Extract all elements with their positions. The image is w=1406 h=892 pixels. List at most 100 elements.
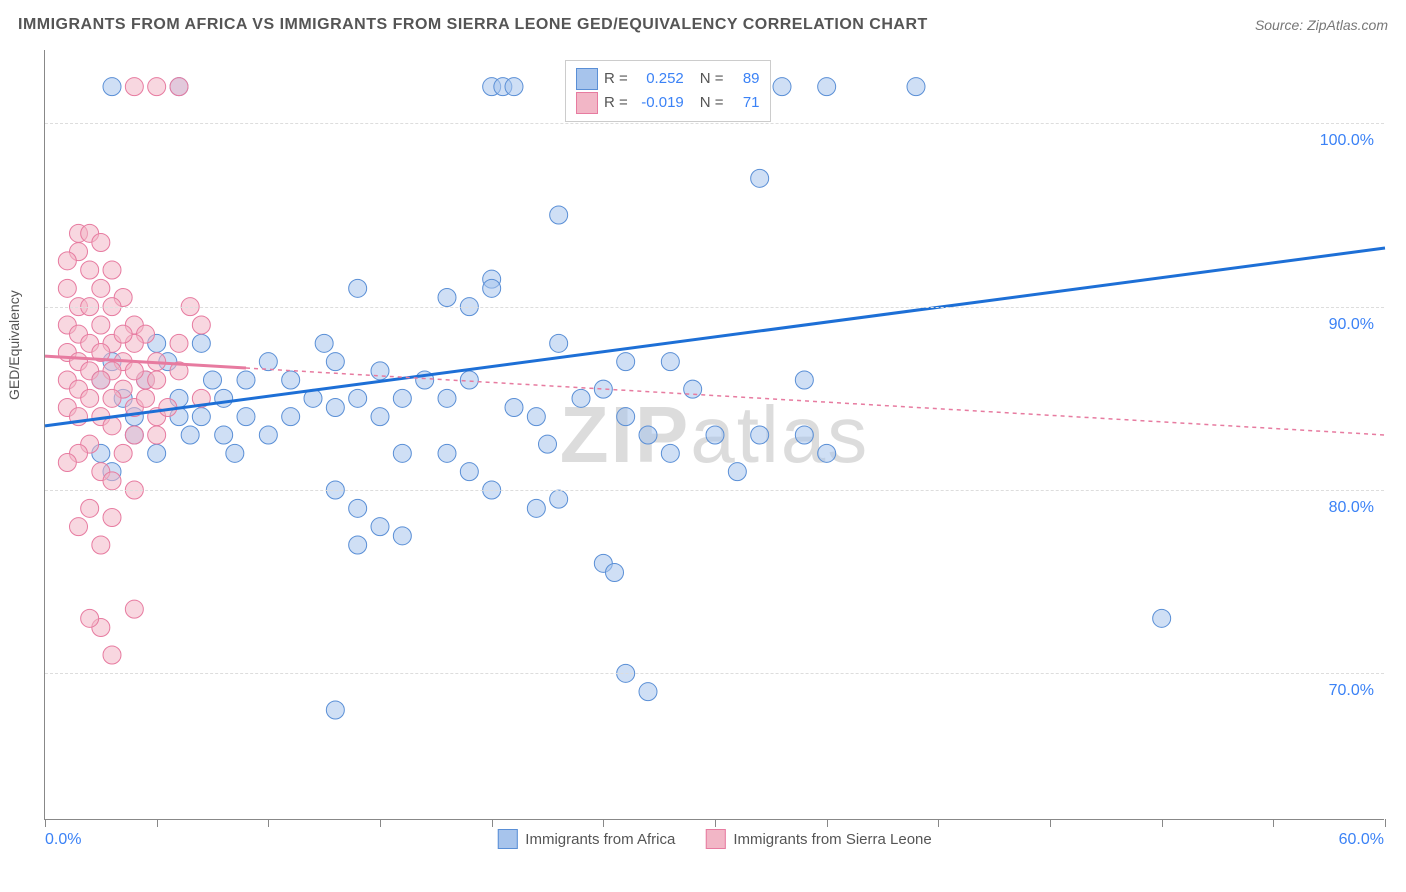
data-point [371, 518, 389, 536]
data-point [114, 325, 132, 343]
data-point [103, 389, 121, 407]
x-tick [938, 819, 939, 827]
data-point [125, 600, 143, 618]
data-point [795, 371, 813, 389]
x-tick [827, 819, 828, 827]
data-point [460, 371, 478, 389]
data-point [606, 564, 624, 582]
legend-r-value: 0.252 [634, 67, 684, 91]
x-tick [45, 819, 46, 827]
data-point [438, 389, 456, 407]
data-point [349, 536, 367, 554]
gridline [45, 673, 1384, 674]
data-point [438, 289, 456, 307]
data-point [393, 389, 411, 407]
data-point [125, 362, 143, 380]
data-point [192, 334, 210, 352]
data-point [282, 371, 300, 389]
y-axis-label: GED/Equivalency [6, 290, 22, 400]
plot-area: ZIPatlas R =0.252N =89R =-0.019N =71 Imm… [44, 50, 1384, 820]
y-tick-label: 80.0% [1329, 499, 1374, 517]
data-point [751, 169, 769, 187]
x-tick [603, 819, 604, 827]
x-tick [1050, 819, 1051, 827]
data-point [907, 78, 925, 96]
gridline [45, 490, 1384, 491]
legend-swatch [576, 68, 598, 90]
data-point [148, 444, 166, 462]
legend-n-label: N = [700, 91, 724, 115]
data-point [215, 389, 233, 407]
data-point [125, 426, 143, 444]
data-point [818, 444, 836, 462]
data-point [706, 426, 724, 444]
data-point [326, 701, 344, 719]
data-point [170, 334, 188, 352]
legend-row: R =0.252N =89 [576, 67, 760, 91]
data-point [103, 417, 121, 435]
legend-n-label: N = [700, 67, 724, 91]
legend-swatch [497, 829, 517, 849]
data-point [505, 399, 523, 417]
legend-n-value: 89 [730, 67, 760, 91]
data-point [282, 408, 300, 426]
data-point [92, 234, 110, 252]
data-point [349, 499, 367, 517]
gridline [45, 307, 1384, 308]
x-tick [1273, 819, 1274, 827]
data-point [148, 371, 166, 389]
data-point [103, 646, 121, 664]
x-tick [157, 819, 158, 827]
data-point [751, 426, 769, 444]
legend-swatch [705, 829, 725, 849]
data-point [81, 499, 99, 517]
data-point [728, 463, 746, 481]
data-point [393, 527, 411, 545]
data-point [527, 499, 545, 517]
data-point [326, 399, 344, 417]
data-point [58, 454, 76, 472]
data-point [192, 316, 210, 334]
data-point [114, 444, 132, 462]
chart-svg [45, 50, 1385, 820]
data-point [215, 426, 233, 444]
x-tick [1385, 819, 1386, 827]
trend-line [45, 248, 1385, 426]
data-point [818, 78, 836, 96]
y-tick-label: 70.0% [1329, 682, 1374, 700]
gridline [45, 123, 1384, 124]
data-point [684, 380, 702, 398]
data-point [137, 389, 155, 407]
data-point [92, 371, 110, 389]
legend-r-value: -0.019 [634, 91, 684, 115]
data-point [315, 334, 333, 352]
data-point [795, 426, 813, 444]
x-tick [715, 819, 716, 827]
data-point [639, 683, 657, 701]
data-point [81, 389, 99, 407]
data-point [92, 279, 110, 297]
data-point [58, 279, 76, 297]
series-legend: Immigrants from AfricaImmigrants from Si… [497, 829, 931, 849]
trend-line [246, 368, 1385, 435]
data-point [103, 261, 121, 279]
data-point [639, 426, 657, 444]
data-point [259, 353, 277, 371]
data-point [192, 408, 210, 426]
y-tick-label: 90.0% [1329, 316, 1374, 334]
data-point [58, 252, 76, 270]
data-point [148, 426, 166, 444]
x-tick [268, 819, 269, 827]
data-point [326, 353, 344, 371]
data-point [661, 444, 679, 462]
data-point [92, 536, 110, 554]
data-point [539, 435, 557, 453]
data-point [371, 408, 389, 426]
data-point [103, 472, 121, 490]
y-tick-label: 100.0% [1320, 132, 1374, 150]
x-min-label: 0.0% [45, 831, 81, 849]
data-point [505, 78, 523, 96]
legend-n-value: 71 [730, 91, 760, 115]
x-tick [380, 819, 381, 827]
data-point [259, 426, 277, 444]
